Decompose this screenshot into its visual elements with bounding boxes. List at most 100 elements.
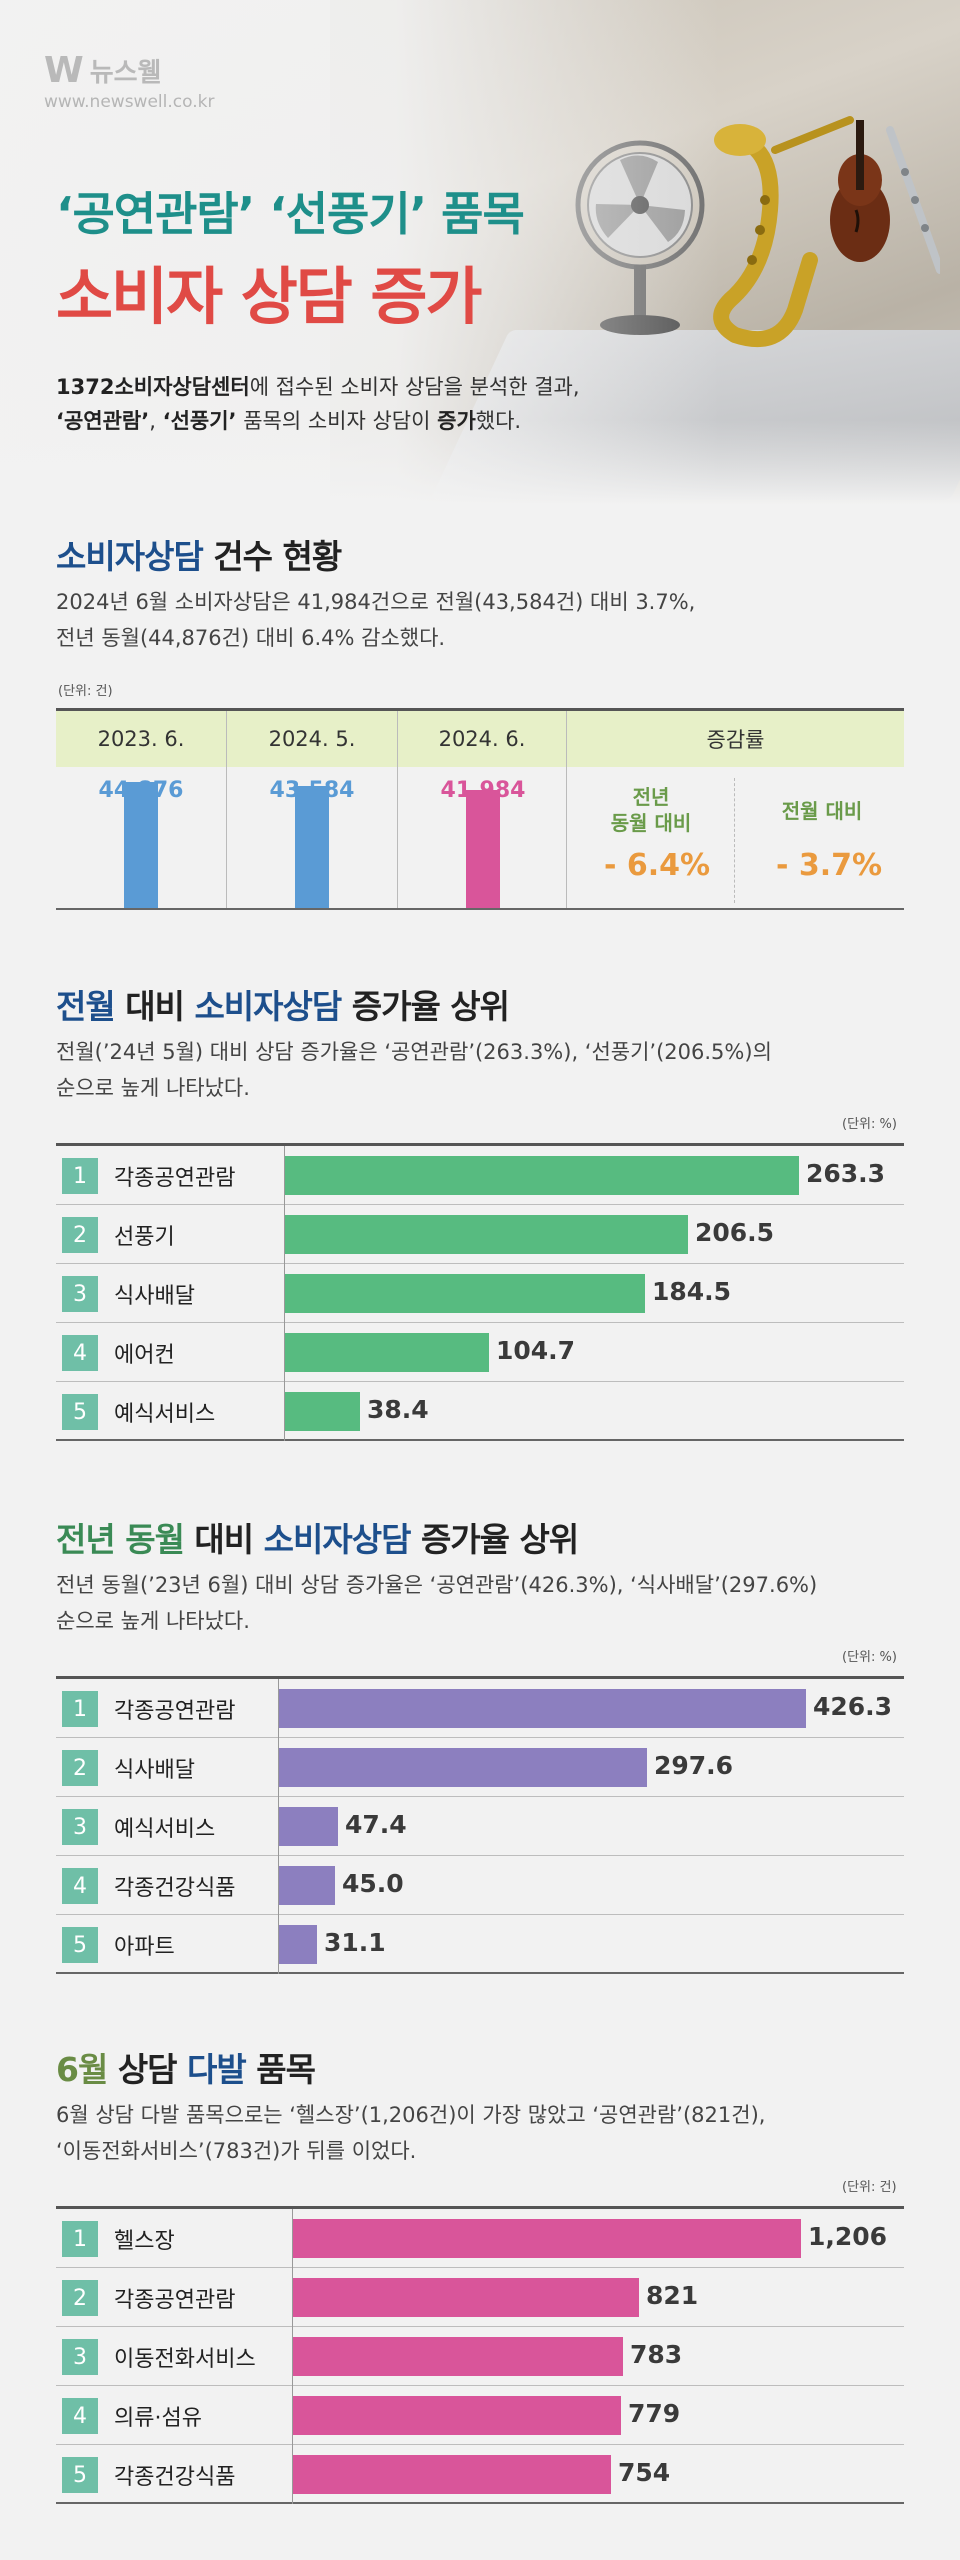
rank-item-name: 선풍기 — [114, 1225, 175, 1250]
intro-strong: ‘공연관람’ — [56, 409, 150, 433]
rank-divider — [278, 1738, 279, 1797]
rank-divider — [278, 1797, 279, 1856]
table-divider-dashed — [734, 778, 735, 903]
rank-item-name: 식사배달 — [114, 1758, 195, 1783]
section4-title: 6월 상담 다발 품목 — [56, 2043, 316, 2091]
table-divider — [397, 711, 398, 908]
count-bar — [295, 786, 329, 908]
rank-bar — [293, 2337, 623, 2376]
rank-item-name: 식사배달 — [114, 1284, 195, 1309]
unit-label: (단위: %) — [842, 1117, 897, 1132]
rank-row: 2 각종공연관람 821 — [56, 2268, 904, 2327]
brand-url[interactable]: www.newswell.co.kr — [44, 92, 215, 112]
rank-value-label: 38.4 — [367, 1395, 429, 1424]
rate-yoy-label: 전년 동월 대비 — [586, 784, 716, 836]
brand-logo[interactable]: W 뉴스웰 — [44, 50, 161, 91]
rank-divider — [292, 2209, 293, 2268]
table-rule — [56, 908, 904, 910]
rank-value-label: 263.3 — [806, 1159, 886, 1188]
rank-divider — [292, 2386, 293, 2445]
rate-mom-value: - 3.7% — [776, 848, 883, 883]
section2-title: 전월 대비 소비자상담 증가율 상위 — [56, 980, 510, 1028]
rank-item-name: 예식서비스 — [114, 1817, 216, 1842]
violin-icon — [830, 120, 890, 262]
desc-line: 2024년 6월 소비자상담은 41,984건으로 전월(43,584건) 대비… — [56, 590, 696, 614]
rank-bar — [285, 1333, 489, 1372]
section1-description: 2024년 6월 소비자상담은 41,984건으로 전월(43,584건) 대비… — [56, 584, 916, 656]
rank-row: 2 식사배달 297.6 — [56, 1738, 904, 1797]
table-rule — [56, 708, 904, 711]
rank-row: 5 아파트 31.1 — [56, 1915, 904, 1974]
desc-line: 전월(’24년 5월) 대비 상담 증가율은 ‘공연관람’(263.3%), ‘… — [56, 1040, 772, 1064]
rank-value-label: 184.5 — [652, 1277, 732, 1306]
rank-row: 3 예식서비스 47.4 — [56, 1797, 904, 1856]
rank-item-name: 각종건강식품 — [114, 2465, 236, 2490]
rank-bar — [285, 1215, 688, 1254]
table-rule — [56, 2206, 904, 2209]
rank-value-label: 297.6 — [654, 1751, 734, 1780]
intro-text: , — [149, 409, 163, 433]
hero-banner: W 뉴스웰 www.newswell.co.kr ‘공연관람’ ‘선풍기’ 품목… — [0, 0, 960, 505]
unit-label: (단위: 건) — [842, 2180, 897, 2195]
rank-bar — [293, 2278, 639, 2317]
rank-item-name: 예식서비스 — [114, 1402, 216, 1427]
rank-bar — [293, 2219, 801, 2258]
rank-divider — [278, 1915, 279, 1974]
rank-number: 3 — [62, 2339, 98, 2375]
brass-instrument-icon — [713, 116, 854, 348]
rank-bar — [279, 1807, 338, 1846]
table-divider — [226, 711, 227, 908]
intro-text: 품목의 소비자 상담이 — [236, 409, 438, 433]
rank-divider — [292, 2268, 293, 2327]
count-bar — [124, 782, 158, 908]
rank-bar — [285, 1156, 799, 1195]
title-highlight: 다발 — [187, 2050, 247, 2089]
table-header-cell: 2023. 6. — [56, 711, 226, 767]
rank-item-name: 각종공연관람 — [114, 1699, 236, 1724]
rank-value-label: 783 — [630, 2340, 683, 2369]
table-rule — [56, 1676, 904, 1679]
rank-divider — [292, 2327, 293, 2386]
rank-item-name: 각종공연관람 — [114, 2288, 236, 2313]
rank-number: 1 — [62, 1158, 98, 1194]
mom-increase-rank-chart: 1 각종공연관람 263.3 2 선풍기 206.5 3 식사배달 184.5 4 에어컨 104.7… — [56, 1143, 904, 1443]
rate-mom-label: 전월 대비 — [781, 799, 863, 823]
title-highlight: 소비자상담 — [56, 537, 204, 576]
rank-row: 5 예식서비스 38.4 — [56, 1382, 904, 1441]
rank-item-name: 각종건강식품 — [114, 1876, 236, 1901]
rank-divider — [284, 1146, 285, 1205]
rank-bar — [279, 1689, 806, 1728]
table-rule — [56, 1143, 904, 1146]
intro-paragraph: 1372소비자상담센터에 접수된 소비자 상담을 분석한 결과, ‘공연관람’,… — [56, 370, 696, 438]
section2-description: 전월(’24년 5월) 대비 상담 증가율은 ‘공연관람’(263.3%), ‘… — [56, 1034, 916, 1106]
rank-number: 2 — [62, 1217, 98, 1253]
yoy-increase-rank-chart: 1 각종공연관람 426.3 2 식사배달 297.6 3 예식서비스 47.4 4 각종건강식품 4… — [56, 1676, 904, 1976]
rank-item-name: 의류·섬유 — [114, 2406, 202, 2431]
unit-label: (단위: %) — [842, 1650, 897, 1665]
desc-line: ‘이동전화서비스’(783건)가 뒤를 이었다. — [56, 2139, 417, 2163]
rank-row: 4 의류·섬유 779 — [56, 2386, 904, 2445]
rank-item-name: 헬스장 — [114, 2229, 175, 2254]
rank-value-label: 754 — [618, 2458, 671, 2487]
flute-icon — [886, 126, 940, 274]
section3-description: 전년 동월(’23년 6월) 대비 상담 증가율은 ‘공연관람’(426.3%)… — [56, 1567, 916, 1639]
consultation-count-table: 2023. 6. 2024. 5. 2024. 6. 증감률 44,87643,… — [56, 708, 904, 910]
rank-row: 1 헬스장 1,206 — [56, 2209, 904, 2268]
rank-bar — [279, 1925, 317, 1964]
rank-divider — [278, 1856, 279, 1915]
hero-bottom-fade — [0, 420, 960, 505]
title-highlight: 전년 동월 — [56, 1520, 185, 1559]
title-text: 대비 — [183, 1520, 264, 1559]
rank-divider — [284, 1323, 285, 1382]
rank-bar — [293, 2455, 611, 2494]
title-highlight: 소비자상담 — [194, 987, 342, 1026]
rank-number: 4 — [62, 1335, 98, 1371]
title-highlight: 6월 — [56, 2050, 108, 2089]
rank-value-label: 426.3 — [813, 1692, 893, 1721]
title-text: 품목 — [245, 2050, 316, 2089]
rank-divider — [292, 2445, 293, 2504]
table-header-cell: 2024. 6. — [398, 711, 566, 767]
section3-title: 전년 동월 대비 소비자상담 증가율 상위 — [56, 1513, 579, 1561]
rank-bar — [279, 1748, 647, 1787]
desc-line: 전년 동월(44,876건) 대비 6.4% 감소했다. — [56, 626, 446, 650]
